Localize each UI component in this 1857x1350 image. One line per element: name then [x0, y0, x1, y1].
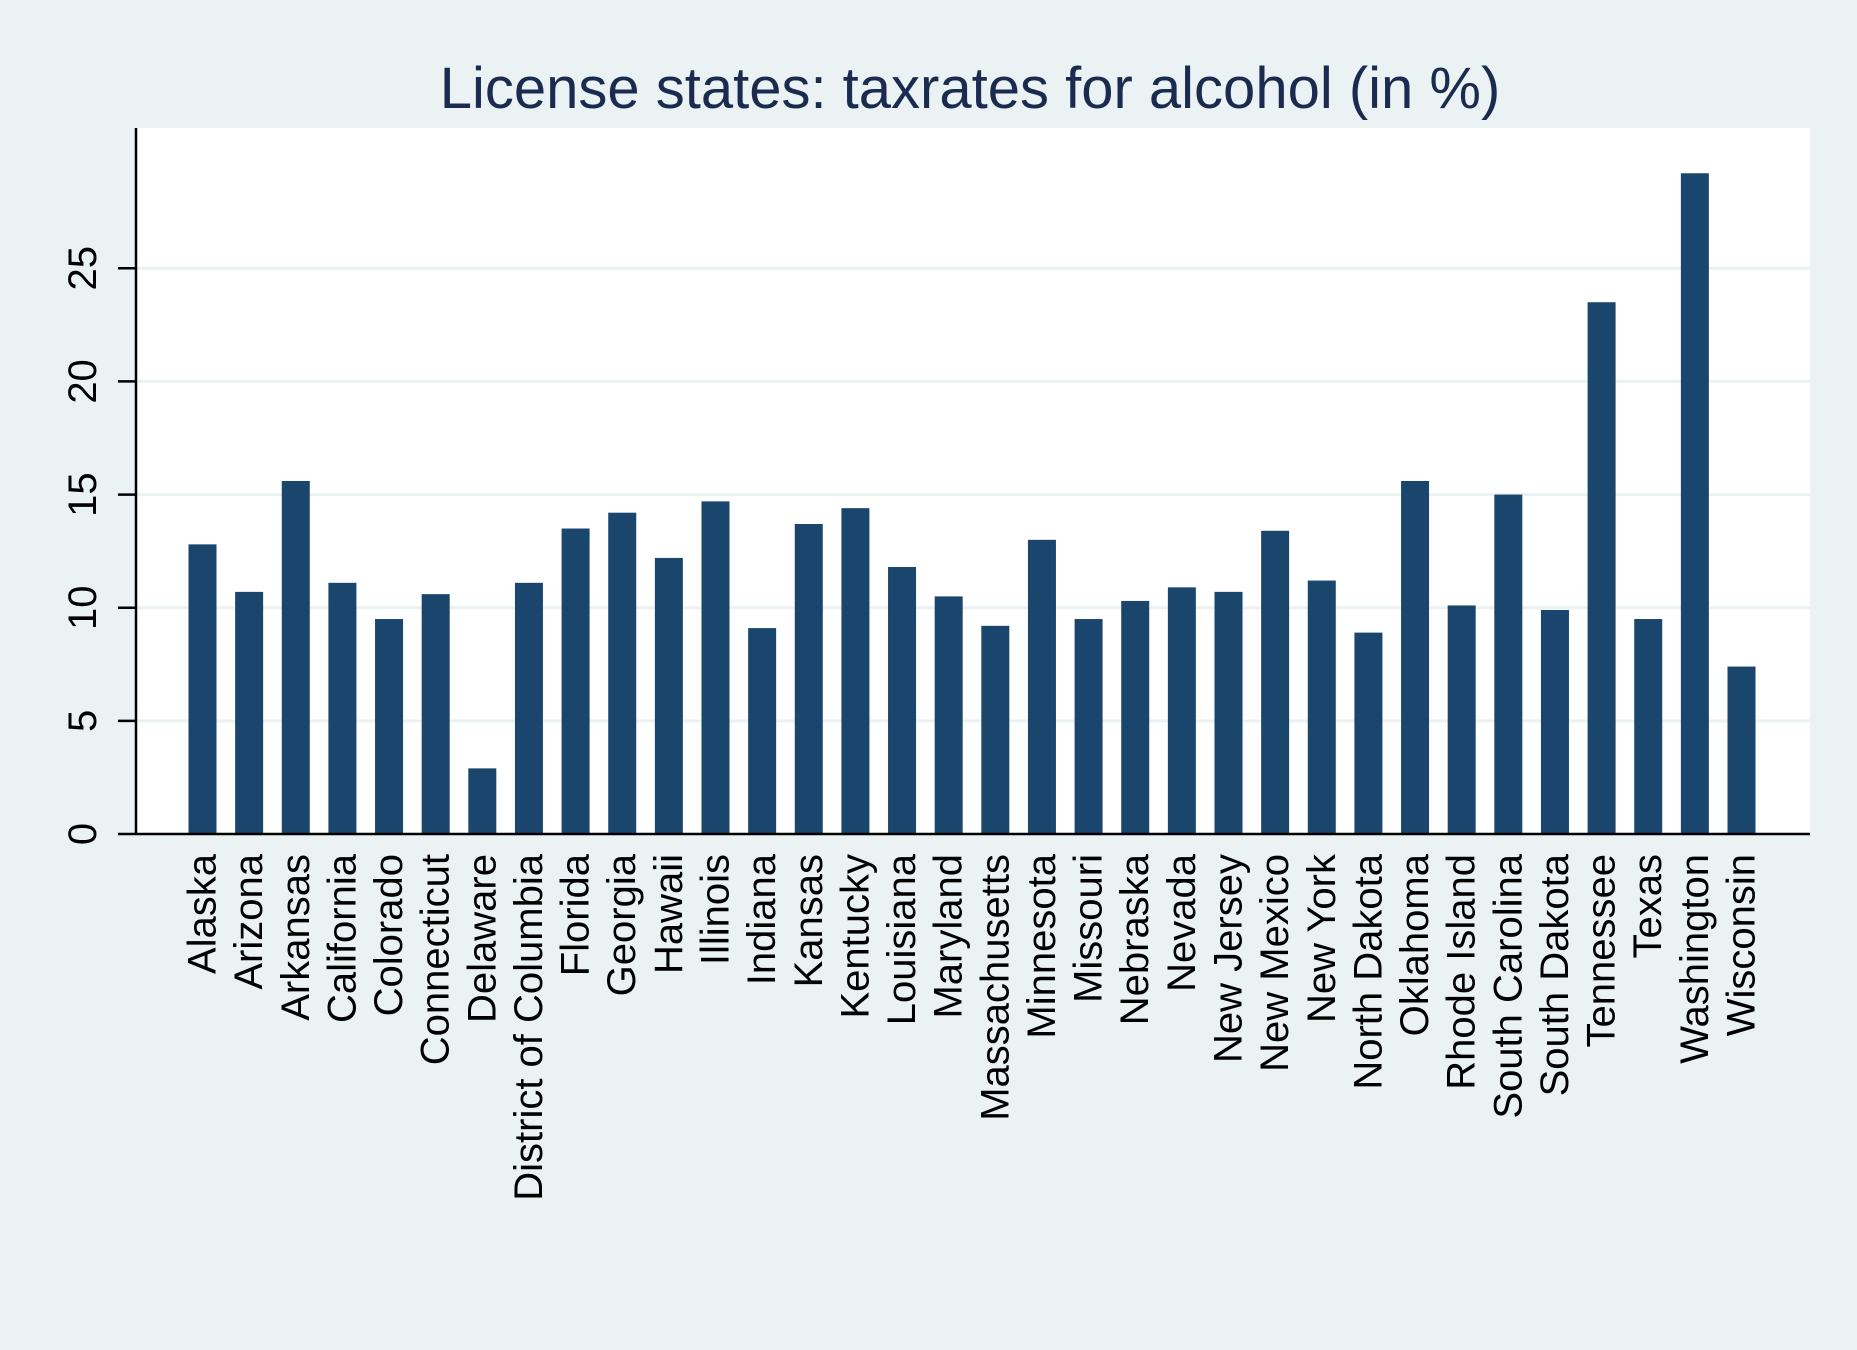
bar-nebraska: [1121, 600, 1150, 834]
x-tick-label-oklahoma: Oklahoma: [1393, 853, 1437, 1036]
x-tick-label-new-york: New York: [1300, 853, 1344, 1023]
y-tick-labels: 0 5 10 15 20 25: [61, 246, 105, 845]
x-tick-label-new-mexico: New Mexico: [1253, 854, 1297, 1072]
x-tick-label-alaska: Alaska: [181, 853, 225, 974]
bar-rhode-island: [1447, 605, 1476, 834]
bar-maryland: [934, 596, 963, 834]
grid-lines: [136, 266, 1810, 723]
x-tick-label-washington: Washington: [1673, 854, 1717, 1064]
x-tick-label-indiana: Indiana: [740, 853, 784, 985]
bar-arizona: [235, 591, 264, 834]
bar-massachusetts: [981, 625, 1010, 834]
bar-connecticut: [421, 594, 450, 834]
bar-texas: [1634, 619, 1663, 834]
y-tick-label-15: 15: [61, 472, 105, 516]
bar-new-jersey: [1214, 591, 1243, 834]
x-tick-label-north-dakota: North Dakota: [1346, 853, 1390, 1089]
bar-alaska: [188, 544, 217, 834]
x-tick-label-wisconsin: Wisconsin: [1720, 854, 1764, 1036]
x-tick-label-arkansas: Arkansas: [274, 854, 318, 1021]
bar-tennessee: [1587, 302, 1616, 834]
x-tick-label-hawaii: Hawaii: [647, 854, 691, 974]
x-tick-label-kentucky: Kentucky: [833, 854, 877, 1019]
axes: [118, 128, 1810, 836]
x-tick-label-nevada: Nevada: [1160, 853, 1204, 992]
x-tick-label-illinois: Illinois: [694, 854, 738, 965]
x-tick-label-louisiana: Louisiana: [880, 853, 924, 1025]
bar-new-mexico: [1261, 530, 1290, 834]
x-tick-label-missouri: Missouri: [1067, 854, 1111, 1003]
x-tick-label-georgia: Georgia: [600, 853, 644, 996]
bar-new-york: [1307, 580, 1336, 834]
bar-hawaii: [654, 557, 683, 834]
bar-washington: [1680, 173, 1709, 834]
x-tick-label-massachusetts: Massachusetts: [973, 854, 1017, 1121]
x-tick-label-south-carolina: South Carolina: [1486, 853, 1530, 1118]
plot-area: [136, 128, 1810, 834]
y-tick-label-5: 5: [61, 710, 105, 732]
bar-district-of-columbia: [514, 582, 543, 834]
x-tick-label-minnesota: Minnesota: [1020, 853, 1064, 1038]
bar-missouri: [1074, 619, 1103, 834]
y-tick-label-25: 25: [61, 246, 105, 291]
bar-kansas: [794, 523, 823, 834]
x-tick-label-delaware: Delaware: [460, 854, 504, 1023]
x-tick-labels: Alaska Arizona Arkansas California Colorado C…: [181, 853, 1764, 1201]
x-tick-label-kansas: Kansas: [787, 854, 831, 987]
bar-south-dakota: [1540, 609, 1569, 834]
x-tick-label-tennessee: Tennessee: [1580, 854, 1624, 1047]
y-tick-label-20: 20: [61, 359, 105, 404]
bars: [188, 173, 1756, 834]
x-tick-label-arizona: Arizona: [227, 853, 271, 989]
x-tick-label-new-jersey: New Jersey: [1207, 854, 1251, 1063]
bar-california: [328, 582, 357, 834]
x-tick-label-california: California: [320, 853, 364, 1023]
bar-nevada: [1167, 587, 1196, 834]
x-tick-label-nebraska: Nebraska: [1113, 853, 1157, 1025]
bar-louisiana: [888, 566, 917, 834]
bar-minnesota: [1027, 539, 1056, 834]
x-tick-label-connecticut: Connecticut: [414, 854, 458, 1065]
y-tick-label-0: 0: [61, 823, 105, 845]
bar-oklahoma: [1401, 481, 1430, 834]
bar-north-dakota: [1354, 632, 1383, 834]
bar-south-carolina: [1494, 494, 1523, 834]
chart-title: License states: taxrates for alcohol (in…: [440, 56, 1501, 121]
bar-colorado: [375, 619, 404, 834]
bar-kentucky: [841, 508, 870, 834]
bar-illinois: [701, 501, 730, 834]
bar-delaware: [468, 768, 497, 834]
x-tick-label-south-dakota: South Dakota: [1533, 853, 1577, 1096]
x-tick-label-texas: Texas: [1626, 854, 1670, 959]
bar-georgia: [608, 512, 637, 834]
bar-wisconsin: [1727, 666, 1756, 834]
y-tick-label-10: 10: [61, 585, 105, 630]
bar-arkansas: [281, 481, 310, 834]
x-tick-label-rhode-island: Rhode Island: [1440, 854, 1484, 1090]
x-tick-label-district-of-columbia: District of Columbia: [507, 853, 551, 1201]
x-tick-label-maryland: Maryland: [927, 854, 971, 1019]
x-tick-label-florida: Florida: [554, 853, 598, 976]
bar-indiana: [748, 628, 777, 834]
bar-florida: [561, 528, 590, 834]
x-tick-label-colorado: Colorado: [367, 854, 411, 1016]
